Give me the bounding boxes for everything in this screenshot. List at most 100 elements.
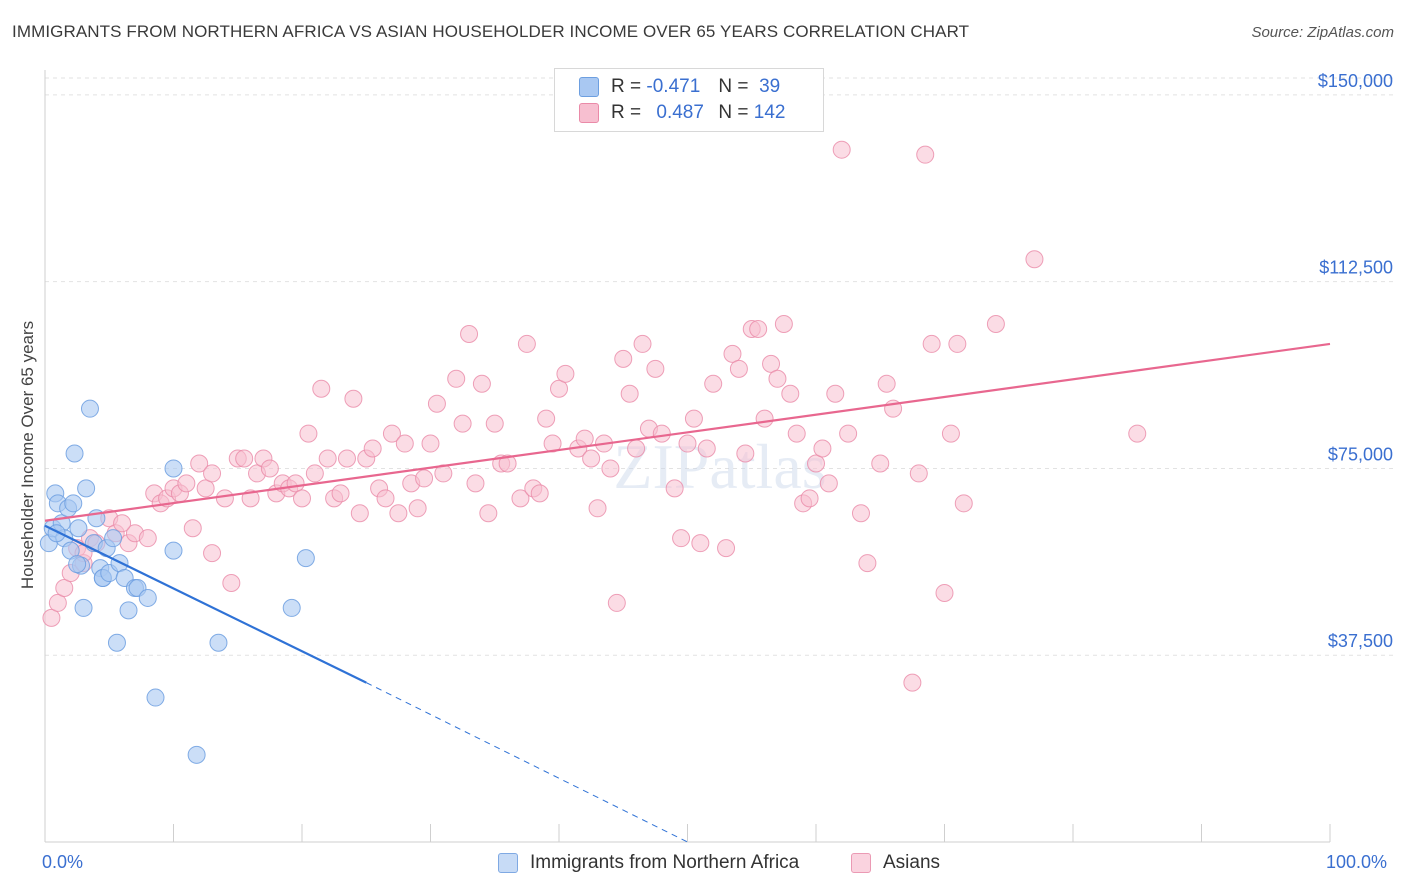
data-point-asians <box>376 489 395 508</box>
data-point-asians <box>839 424 858 443</box>
data-point-asians <box>916 145 935 164</box>
data-point-asians <box>620 384 639 403</box>
data-point-asians <box>389 504 408 523</box>
data-point-asians <box>408 499 427 518</box>
data-point-asians <box>903 673 922 692</box>
source-label: Source: ZipAtlas.com <box>1251 24 1394 41</box>
data-point-asians <box>427 394 446 413</box>
data-point-asians <box>948 334 967 353</box>
y-axis-label: Householder Income Over 65 years <box>18 320 37 590</box>
data-point-asians <box>935 583 954 602</box>
data-point-asians <box>382 424 401 443</box>
legend-row-asians: R = 0.487 N = 142 <box>579 101 785 125</box>
y-tick-labels: $37,500 $75,000 $112,500 $150,000 <box>1318 71 1393 651</box>
data-point-asians <box>781 384 800 403</box>
bottom-legend-label-asians: Asians <box>883 852 941 873</box>
data-point-asians <box>697 439 716 458</box>
data-point-asians <box>704 374 723 393</box>
chart-title: IMMIGRANTS FROM NORTHERN AFRICA VS ASIAN… <box>12 22 970 41</box>
data-point-northern-africa <box>74 598 93 617</box>
data-point-asians <box>460 324 479 343</box>
data-point-northern-africa <box>209 633 228 652</box>
data-point-asians <box>800 489 819 508</box>
data-point-asians <box>691 534 710 553</box>
data-point-asians <box>717 539 736 558</box>
data-point-asians <box>774 315 793 334</box>
trend-line-asians <box>44 342 1331 522</box>
data-point-asians <box>447 369 466 388</box>
data-point-asians <box>787 424 806 443</box>
legend-swatch-asians <box>579 103 599 123</box>
data-point-asians <box>986 315 1005 334</box>
data-point-northern-africa <box>80 399 99 418</box>
bottom-legend-swatch-asians <box>851 853 871 873</box>
data-point-northern-africa <box>65 444 84 463</box>
data-point-northern-africa <box>77 479 96 498</box>
data-point-asians <box>941 424 960 443</box>
bottom-legend-label-northern-africa: Immigrants from Northern Africa <box>530 852 800 873</box>
data-point-asians <box>543 434 562 453</box>
data-point-asians <box>672 529 691 548</box>
data-point-asians <box>601 459 620 478</box>
data-point-asians <box>395 434 414 453</box>
data-point-asians <box>858 554 877 573</box>
y-tick-label: $112,500 <box>1319 258 1393 278</box>
data-point-northern-africa <box>104 529 123 548</box>
data-point-asians <box>607 593 626 612</box>
data-point-asians <box>344 389 363 408</box>
data-point-asians <box>479 504 498 523</box>
legend-r-label: R = <box>611 76 642 97</box>
data-point-asians <box>312 379 331 398</box>
data-point-asians <box>813 439 832 458</box>
y-tick-label: $150,000 <box>1318 71 1393 91</box>
data-point-asians <box>55 578 74 597</box>
data-point-asians <box>318 449 337 468</box>
data-point-asians <box>203 544 222 563</box>
trend-lines <box>44 342 1331 843</box>
data-point-asians <box>113 514 132 533</box>
legend-n-label: N = <box>718 102 749 123</box>
x-axis-min-label: 0.0% <box>42 852 84 872</box>
data-point-asians <box>665 479 684 498</box>
data-point-asians <box>768 369 787 388</box>
data-point-asians <box>511 489 530 508</box>
y-tick-label: $75,000 <box>1328 444 1393 464</box>
data-point-asians <box>749 319 768 338</box>
legend: R = -0.471 N = 39 R = 0.487 N = 142 <box>554 68 824 132</box>
data-point-asians <box>183 519 202 538</box>
data-point-northern-africa <box>68 555 87 574</box>
data-point-asians <box>537 409 556 428</box>
data-point-asians <box>832 140 851 159</box>
grid-lines <box>45 77 1396 656</box>
data-point-asians <box>556 364 575 383</box>
data-point-northern-africa <box>64 494 83 513</box>
data-point-asians <box>909 464 928 483</box>
data-point-asians <box>498 454 517 473</box>
watermark: ZIPatlas <box>613 431 826 502</box>
data-point-asians <box>652 424 671 443</box>
data-point-northern-africa <box>107 633 126 652</box>
x-axis-max-label: 100.0% <box>1326 852 1388 872</box>
data-point-asians <box>807 454 825 473</box>
data-point-northern-africa <box>119 601 138 620</box>
trend-line-northern-africa <box>44 524 367 684</box>
data-point-northern-africa <box>164 541 183 560</box>
legend-r-label: R = <box>611 102 642 123</box>
bottom-legend-northern-africa: Immigrants from Northern Africa <box>498 852 799 874</box>
data-point-asians <box>826 384 845 403</box>
trend-line-northern-africa-extension <box>366 682 688 843</box>
legend-r-value: -0.471 <box>646 76 701 97</box>
data-point-asians <box>453 414 472 433</box>
data-point-asians <box>350 504 369 523</box>
data-point-asians <box>48 593 67 612</box>
data-point-asians <box>736 444 755 463</box>
data-point-asians <box>286 474 305 493</box>
data-point-asians <box>331 484 350 503</box>
data-point-asians <box>627 439 646 458</box>
data-point-asians <box>177 474 196 493</box>
axes <box>44 70 1331 843</box>
data-point-asians <box>337 449 356 468</box>
data-point-asians <box>877 374 896 393</box>
data-point-asians <box>42 608 61 627</box>
